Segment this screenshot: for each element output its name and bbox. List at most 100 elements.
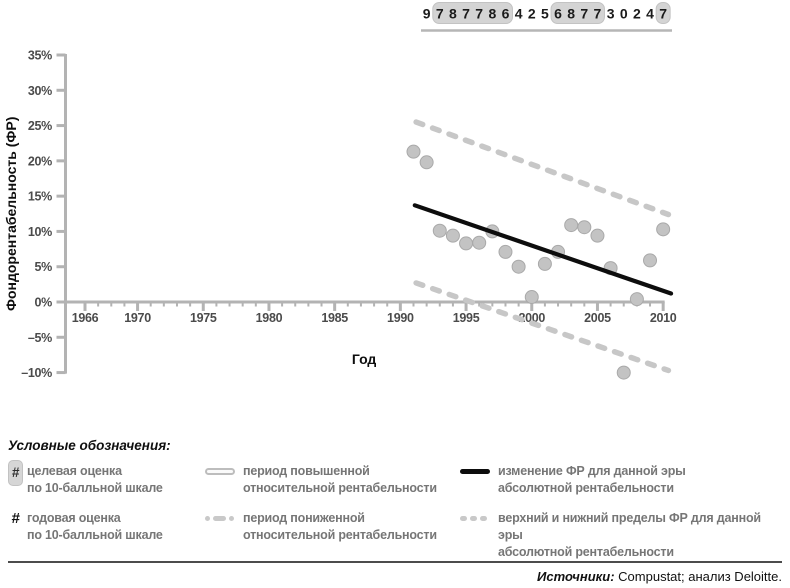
rating-digit: 8 (449, 6, 457, 22)
y-axis-tick-label: –10% (21, 366, 52, 380)
rating-digit: 7 (594, 6, 602, 22)
legend-item-label: период пониженной (243, 511, 365, 525)
y-axis-tick-label: 35% (28, 49, 52, 63)
y-axis-title: Фондорентабельность (ФР) (3, 117, 19, 311)
lowered-period-dash-icon (213, 516, 226, 521)
data-point (498, 244, 513, 259)
y-axis-tick-label: –5% (28, 331, 52, 345)
legend-item-elevated-period: период повышенной относительной рентабел… (205, 463, 460, 497)
legend-item-era-trend: изменение ФР для данной эры абсолютной р… (460, 463, 782, 497)
x-axis-tick-label: 2010 (650, 311, 677, 325)
legend: Условные обозначения: # целевая оценка п… (8, 438, 782, 561)
annual-rating-hash-icon: # (11, 510, 20, 527)
legend-item-label: абсолютной рентабельности (498, 545, 674, 559)
data-point (656, 222, 671, 237)
data-point (419, 155, 434, 170)
target-rating-box (550, 2, 605, 24)
rating-digit: 2 (633, 6, 641, 22)
legend-item-label: относительной рентабельности (243, 528, 437, 542)
y-axis-tick-label: 10% (28, 225, 52, 239)
x-axis-tick-label: 1990 (387, 311, 414, 325)
rating-digit: 4 (515, 6, 523, 22)
source-label: Источники: (537, 569, 615, 584)
lowered-period-dash-icon (229, 516, 234, 521)
rating-digit: 7 (436, 6, 444, 22)
era-trend-line (412, 203, 674, 296)
legend-item-label: верхний и нижний пределы ФР для данной э… (498, 511, 761, 542)
x-axis-title: Год (352, 351, 377, 367)
legend-item-era-bounds: верхний и нижний пределы ФР для данной э… (460, 510, 782, 561)
data-point (577, 220, 592, 235)
x-axis-tick-label: 1985 (321, 311, 348, 325)
x-axis-tick-label: 1970 (124, 311, 151, 325)
source-note: Источники: Compustat; анализ Deloitte. (8, 561, 782, 584)
legend-item-target-rating: # целевая оценка по 10-балльной шкале (8, 459, 205, 497)
target-rating-box-icon: # (8, 459, 23, 486)
rating-digit: 4 (646, 6, 654, 22)
legend-item-label: по 10-балльной шкале (27, 528, 163, 542)
data-point (564, 218, 579, 233)
era-bounds-dash-icon (460, 516, 467, 521)
rating-digit: 5 (541, 6, 549, 22)
era-bounds-dash-icon (470, 516, 477, 521)
y-axis-tick-label: 20% (28, 154, 52, 168)
data-point (643, 253, 658, 268)
x-axis-tick-label: 2005 (584, 311, 611, 325)
rating-digit: 7 (580, 6, 588, 22)
legend-item-label: относительной рентабельности (243, 481, 437, 495)
legend-item-label: целевая оценка (27, 464, 122, 478)
scatter-points (406, 144, 671, 380)
source-text: Compustat; анализ Deloitte. (614, 569, 782, 584)
data-point (459, 236, 474, 251)
x-axis-tick-label: 1995 (453, 311, 480, 325)
rating-digit: 7 (659, 6, 667, 22)
upper-bound-line (413, 119, 672, 218)
rating-digit: 2 (528, 6, 536, 22)
rating-digit: 3 (607, 6, 615, 22)
target-rating-box (655, 2, 671, 24)
era-bounds-dash-icon (480, 516, 487, 521)
data-point (406, 144, 421, 159)
legend-item-annual-rating: # годовая оценка по 10-балльной шкале (8, 510, 205, 561)
x-axis: 1966 1970 1975 1980 1985 1990 1995 2000 2005 2010… (64, 300, 677, 367)
x-axis-tick-label: 2000 (518, 311, 545, 325)
y-axis: 35% 30% 25% 20% 15% 10% 5% 0% –5% –10% Фондорентаб… (3, 49, 67, 380)
rating-digit: 6 (502, 6, 510, 22)
data-point (445, 228, 460, 243)
data-point (432, 223, 447, 238)
y-axis-tick-label: 25% (28, 119, 52, 133)
lower-bound-line (413, 280, 672, 374)
rating-digit: 9 (423, 6, 431, 22)
rating-digit: 8 (488, 6, 496, 22)
legend-item-label: период повышенной (243, 464, 370, 478)
legend-item-lowered-period: период пониженной относительной рентабел… (205, 510, 460, 561)
data-point (472, 235, 487, 250)
rating-digit: 0 (620, 6, 628, 22)
x-axis-tick-label: 1980 (256, 311, 283, 325)
legend-item-label: по 10-балльной шкале (27, 481, 163, 495)
profitability-chart: 9 7 8 7 7 8 6 4 2 5 6 8 7 7 3 0 2 4 735%30%25%20%15%10%5%0… (3, 2, 677, 380)
era-trend-line-icon (460, 469, 490, 474)
legend-item-label: абсолютной рентабельности (498, 481, 674, 495)
target-rating-box (432, 2, 513, 24)
rating-digit: 6 (554, 6, 562, 22)
data-point (629, 292, 644, 307)
x-axis-tick-label: 1966 (72, 311, 99, 325)
legend-item-label: годовая оценка (27, 511, 121, 525)
data-point (616, 365, 631, 380)
y-axis-tick-label: 30% (28, 84, 52, 98)
y-axis-tick-label: 0% (35, 296, 53, 310)
lowered-period-dash-icon (205, 516, 210, 521)
rating-digit: 8 (567, 6, 575, 22)
data-point (524, 290, 539, 305)
data-point (511, 259, 526, 274)
y-axis-tick-label: 5% (35, 260, 53, 274)
elevated-period-line-icon (205, 468, 235, 475)
y-axis-tick-label: 15% (28, 190, 52, 204)
data-point (537, 256, 552, 271)
legend-item-label: изменение ФР для данной эры (498, 464, 686, 478)
x-axis-tick-label: 1975 (190, 311, 217, 325)
data-point (590, 228, 605, 243)
